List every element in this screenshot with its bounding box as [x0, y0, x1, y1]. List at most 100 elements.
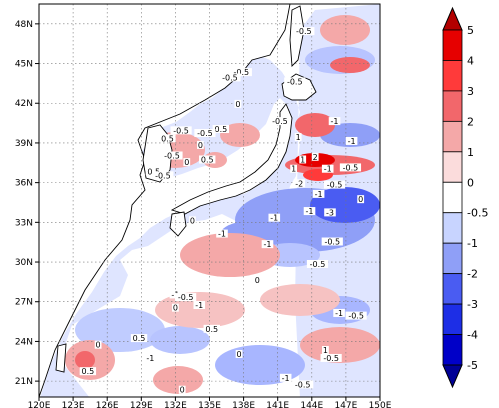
colorbar-min-triangle	[442, 364, 463, 389]
contour-label-bg	[130, 334, 148, 343]
contour-label: -1	[263, 240, 271, 249]
negative-anomaly-patch	[215, 345, 305, 385]
contour-label: -1	[218, 230, 226, 239]
contour-label-bg	[235, 349, 243, 358]
contour-label: 1	[300, 155, 305, 164]
colorbar-segment	[442, 181, 463, 214]
honshu	[170, 103, 293, 215]
lat-tick-label: 48N	[15, 20, 33, 30]
colorbar: 5 4 3 2 1 0 -0.5 -1 -2 -3 -4 -5	[442, 6, 488, 389]
lon-tick-label: 129E	[130, 401, 153, 408]
contour-label: 1	[291, 165, 296, 174]
lat-tick-label: 30N	[15, 258, 33, 268]
contour-label: -0.5	[323, 354, 339, 363]
contour-label-bg	[290, 164, 298, 173]
contour-label-bg	[322, 346, 329, 355]
contour-label: -0.5	[234, 68, 250, 77]
contour-label-bg	[321, 164, 334, 173]
contour-label: 0.5	[201, 155, 214, 164]
contour-label-bg	[199, 155, 216, 164]
contour-label-bg	[161, 151, 183, 160]
colorbar-segment	[442, 334, 463, 366]
lon-tick-label: 147E	[334, 401, 357, 408]
positive-anomaly-patch	[220, 123, 260, 147]
contour-label-bg	[172, 303, 179, 312]
contour-label: 0.5	[82, 367, 95, 376]
contour-label-bg	[333, 308, 345, 317]
contour-label: -1	[348, 137, 356, 146]
positive-anomaly-patch	[295, 113, 335, 137]
contour-label: -3	[326, 208, 334, 217]
contour-label: -0.5	[197, 129, 213, 138]
lat-tick-label: 36N	[15, 179, 33, 189]
contour-label-bg	[194, 129, 216, 137]
colorbar-segment	[442, 151, 463, 183]
contour-label-bg	[178, 385, 186, 394]
contour-label-bg	[345, 136, 358, 145]
contour-label-bg	[234, 99, 242, 108]
colorbar-label: 5	[467, 24, 474, 37]
colorbar-segment	[442, 120, 463, 153]
contour-label: 1	[323, 346, 328, 355]
contour-label-bg	[312, 189, 325, 198]
positive-anomaly-patch	[260, 284, 340, 316]
contour-label: -0.5	[310, 260, 326, 269]
contour-label-bg	[306, 260, 329, 268]
colorbar-label: -1	[467, 237, 478, 250]
contour-label: -0.5	[343, 163, 359, 172]
lon-tick-label: 138E	[232, 401, 255, 408]
lon-tick-label: 126E	[96, 401, 119, 408]
colorbar-segment	[442, 273, 463, 305]
contour-label-bg	[328, 117, 341, 126]
lon-tick-label: 150E	[369, 401, 392, 408]
contour-label: -0.5	[155, 171, 171, 180]
lon-tick-label: 141E	[266, 401, 289, 408]
contour-label: -0.5	[222, 73, 238, 82]
sakhalin	[289, 5, 305, 68]
contour-label: -2	[295, 179, 303, 188]
contour-label: 0	[190, 216, 195, 225]
contour-label: 0	[255, 276, 260, 285]
colorbar-segment	[442, 60, 463, 92]
contour-label-bg	[294, 132, 302, 141]
contour-labels: -0.5-0.5-0.5 -0.50-0.5-0.5 0.5-0.50.5 1-1-1…	[79, 27, 367, 395]
contour-label-bg	[320, 353, 342, 362]
positive-anomaly-patch	[75, 351, 95, 369]
colorbar-segment	[442, 303, 463, 335]
contour-label-bg	[284, 77, 306, 86]
positive-anomaly-patch	[300, 327, 380, 363]
contour-label: -0.5	[327, 181, 343, 190]
contour-label: 0	[235, 100, 240, 109]
lat-tick-label: 27N	[15, 298, 33, 308]
contour-label: -1	[270, 214, 278, 223]
lat-tick-label: 21N	[15, 377, 33, 387]
contour-label: -1	[195, 301, 203, 310]
contour-label-bg	[144, 353, 157, 362]
contour-label: -0.5	[173, 126, 189, 135]
taiwan	[55, 343, 67, 373]
lat-tick-label: 42N	[15, 99, 33, 109]
contour-label-bg	[279, 373, 292, 382]
contour-label: 0.5	[214, 125, 227, 134]
colorbar-max-triangle	[442, 6, 463, 31]
contour-label: 0.5	[133, 334, 146, 343]
colorbar-segment	[442, 242, 463, 275]
contour-label: 0	[180, 386, 185, 395]
contour-label-bg	[79, 367, 97, 376]
lon-tick-label: 135E	[198, 401, 221, 408]
contour-label-bg	[311, 152, 319, 161]
lon-tick-label: 144E	[300, 401, 323, 408]
contour-label: -1	[306, 207, 314, 216]
positive-anomaly-patch	[153, 366, 203, 394]
lat-tick-label: 24N	[15, 337, 33, 347]
contour-label-bg	[292, 380, 314, 389]
contour-label: -0.5	[287, 77, 303, 86]
contour-label-bg	[94, 340, 102, 349]
negative-anomaly-patch	[320, 123, 380, 147]
colorbar-label: 1	[467, 146, 474, 159]
negative-anomaly-patch	[150, 326, 210, 354]
contour-label-bg	[357, 195, 365, 204]
colorbar-label: -3	[467, 298, 478, 311]
